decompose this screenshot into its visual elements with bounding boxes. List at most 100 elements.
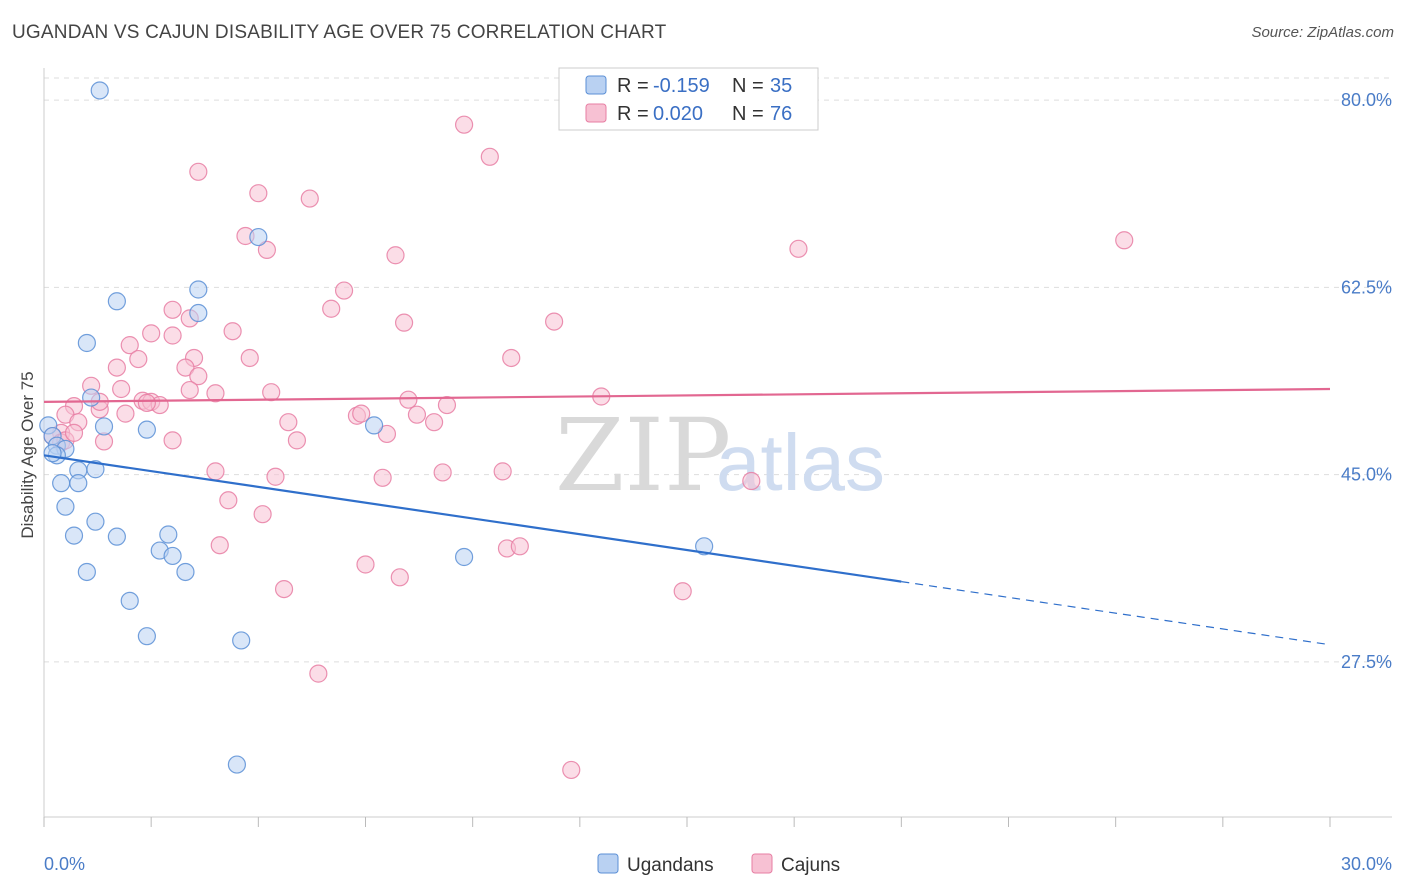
cajun-point [210,536,229,555]
ugandan-point [69,474,88,493]
watermark-zip: ZIP [555,397,731,514]
cajun-point [266,467,285,486]
cajun-point [163,300,182,319]
ugandan-point [189,303,208,323]
cajun-point [390,568,409,587]
cajun-point [377,424,397,444]
cajun-point [163,326,182,345]
tick-labels: 27.5% 45.0% 62.5% 80.0% 0.0% 30.0% [44,90,1392,874]
y-tick-label: 45.0% [1341,465,1392,485]
ugandan-point [56,497,75,516]
cajun-point [433,463,452,482]
bottom-legend-swatch-ugandans [597,853,619,874]
ugandan-point [94,417,114,436]
x-tick-label: 0.0% [44,854,85,874]
cajun-point [407,405,427,424]
cajun-point [274,579,294,599]
chart-source: Source: ZipAtlas.com [1251,24,1394,41]
ugandan-point [159,525,178,544]
ugandan-point [107,292,126,311]
cajun-point [206,462,225,481]
cajun-point [352,404,371,423]
ugandan-point [695,537,714,556]
legend-r-label-2: R = [617,103,654,125]
cajun-point [189,367,208,386]
cajun-point [510,537,529,556]
ugandan-point [176,562,195,582]
bottom-legend-swatch-cajuns [751,853,773,874]
ugandans-trend-line-extension [901,581,1331,646]
legend-r-value-2: 0.020 [653,103,703,125]
legend-swatch-cajuns [585,103,607,123]
ugandan-point [82,388,101,407]
cajun-point [322,299,341,318]
legend-swatch-ugandans [585,75,607,95]
ugandan-point [64,526,84,545]
ugandan-point [364,416,384,435]
cajun-point [424,413,444,432]
cajun-point [673,582,692,601]
y-tick-label: 80.0% [1341,90,1392,110]
cajun-point [334,281,354,300]
cajun-point [64,423,84,442]
x-tick-label: 30.0% [1341,854,1392,874]
cajun-point [262,383,281,402]
ugandan-point [454,547,474,567]
bottom-legend-label-ugandans: Ugandans [627,855,714,876]
cajun-point [399,390,418,409]
cajun-point [240,348,259,368]
ugandan-point [249,227,268,247]
cajun-point [386,246,405,265]
cajun-point [223,322,242,341]
cajun-point [137,393,156,413]
watermark-atlas: atlas [716,418,885,507]
cajuns-trend-line [43,387,1331,403]
y-axis-title: Disability Age Over 75 [18,371,37,538]
ugandan-point [189,280,208,299]
cajun-point [493,462,512,481]
cajun-point [249,184,268,203]
cajun-point [129,349,148,369]
ugandan-point [77,333,96,353]
trend-lines [43,387,1331,646]
ugandan-point [43,444,62,463]
y-tick-label: 27.5% [1341,652,1392,672]
watermark: ZIP atlas [555,397,885,514]
cajun-point [257,240,277,259]
cajun-point [1115,231,1134,250]
ugandan-point [86,512,105,531]
cajun-point [107,358,126,377]
series-legend: Ugandans Cajuns [597,853,840,876]
legend-n-value-1: 35 [770,75,792,97]
cajun-point [116,404,135,423]
cajun-point [279,413,298,432]
axes [43,68,1392,827]
cajun-point [309,664,328,683]
cajun-point [480,147,499,166]
ugandans-trend-line [43,454,902,583]
grid-lines [44,77,1392,663]
legend-r-value-1: -0.159 [653,75,710,97]
legend-r-label-1: R = [617,75,654,97]
cajun-point [373,468,392,487]
cajun-point [253,505,272,524]
ugandan-point [163,546,182,566]
ugandan-point [52,474,71,493]
cajun-point [112,379,131,399]
ugandan-point [137,627,156,646]
legend-n-value-2: 76 [770,103,792,125]
cajun-point [287,431,307,450]
cajun-point [300,189,319,208]
y-tick-label: 62.5% [1341,277,1392,297]
bottom-legend-label-cajuns: Cajuns [781,855,840,876]
cajun-point [176,358,195,377]
cajun-point [562,760,581,780]
cajun-point [206,384,225,403]
cajun-point [356,555,375,574]
chart-title: UGANDAN VS CAJUN DISABILITY AGE OVER 75 … [12,22,667,43]
ugandan-point [232,631,251,650]
ugandan-point [227,755,246,774]
cajun-point [789,239,808,258]
cajun-point [120,336,139,355]
cajun-point [437,395,457,415]
